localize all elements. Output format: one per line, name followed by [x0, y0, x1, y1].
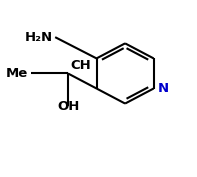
Text: H₂N: H₂N [25, 31, 53, 44]
Text: OH: OH [58, 100, 80, 113]
Text: Me: Me [6, 67, 28, 80]
Text: CH: CH [70, 59, 91, 72]
Text: N: N [158, 82, 169, 95]
